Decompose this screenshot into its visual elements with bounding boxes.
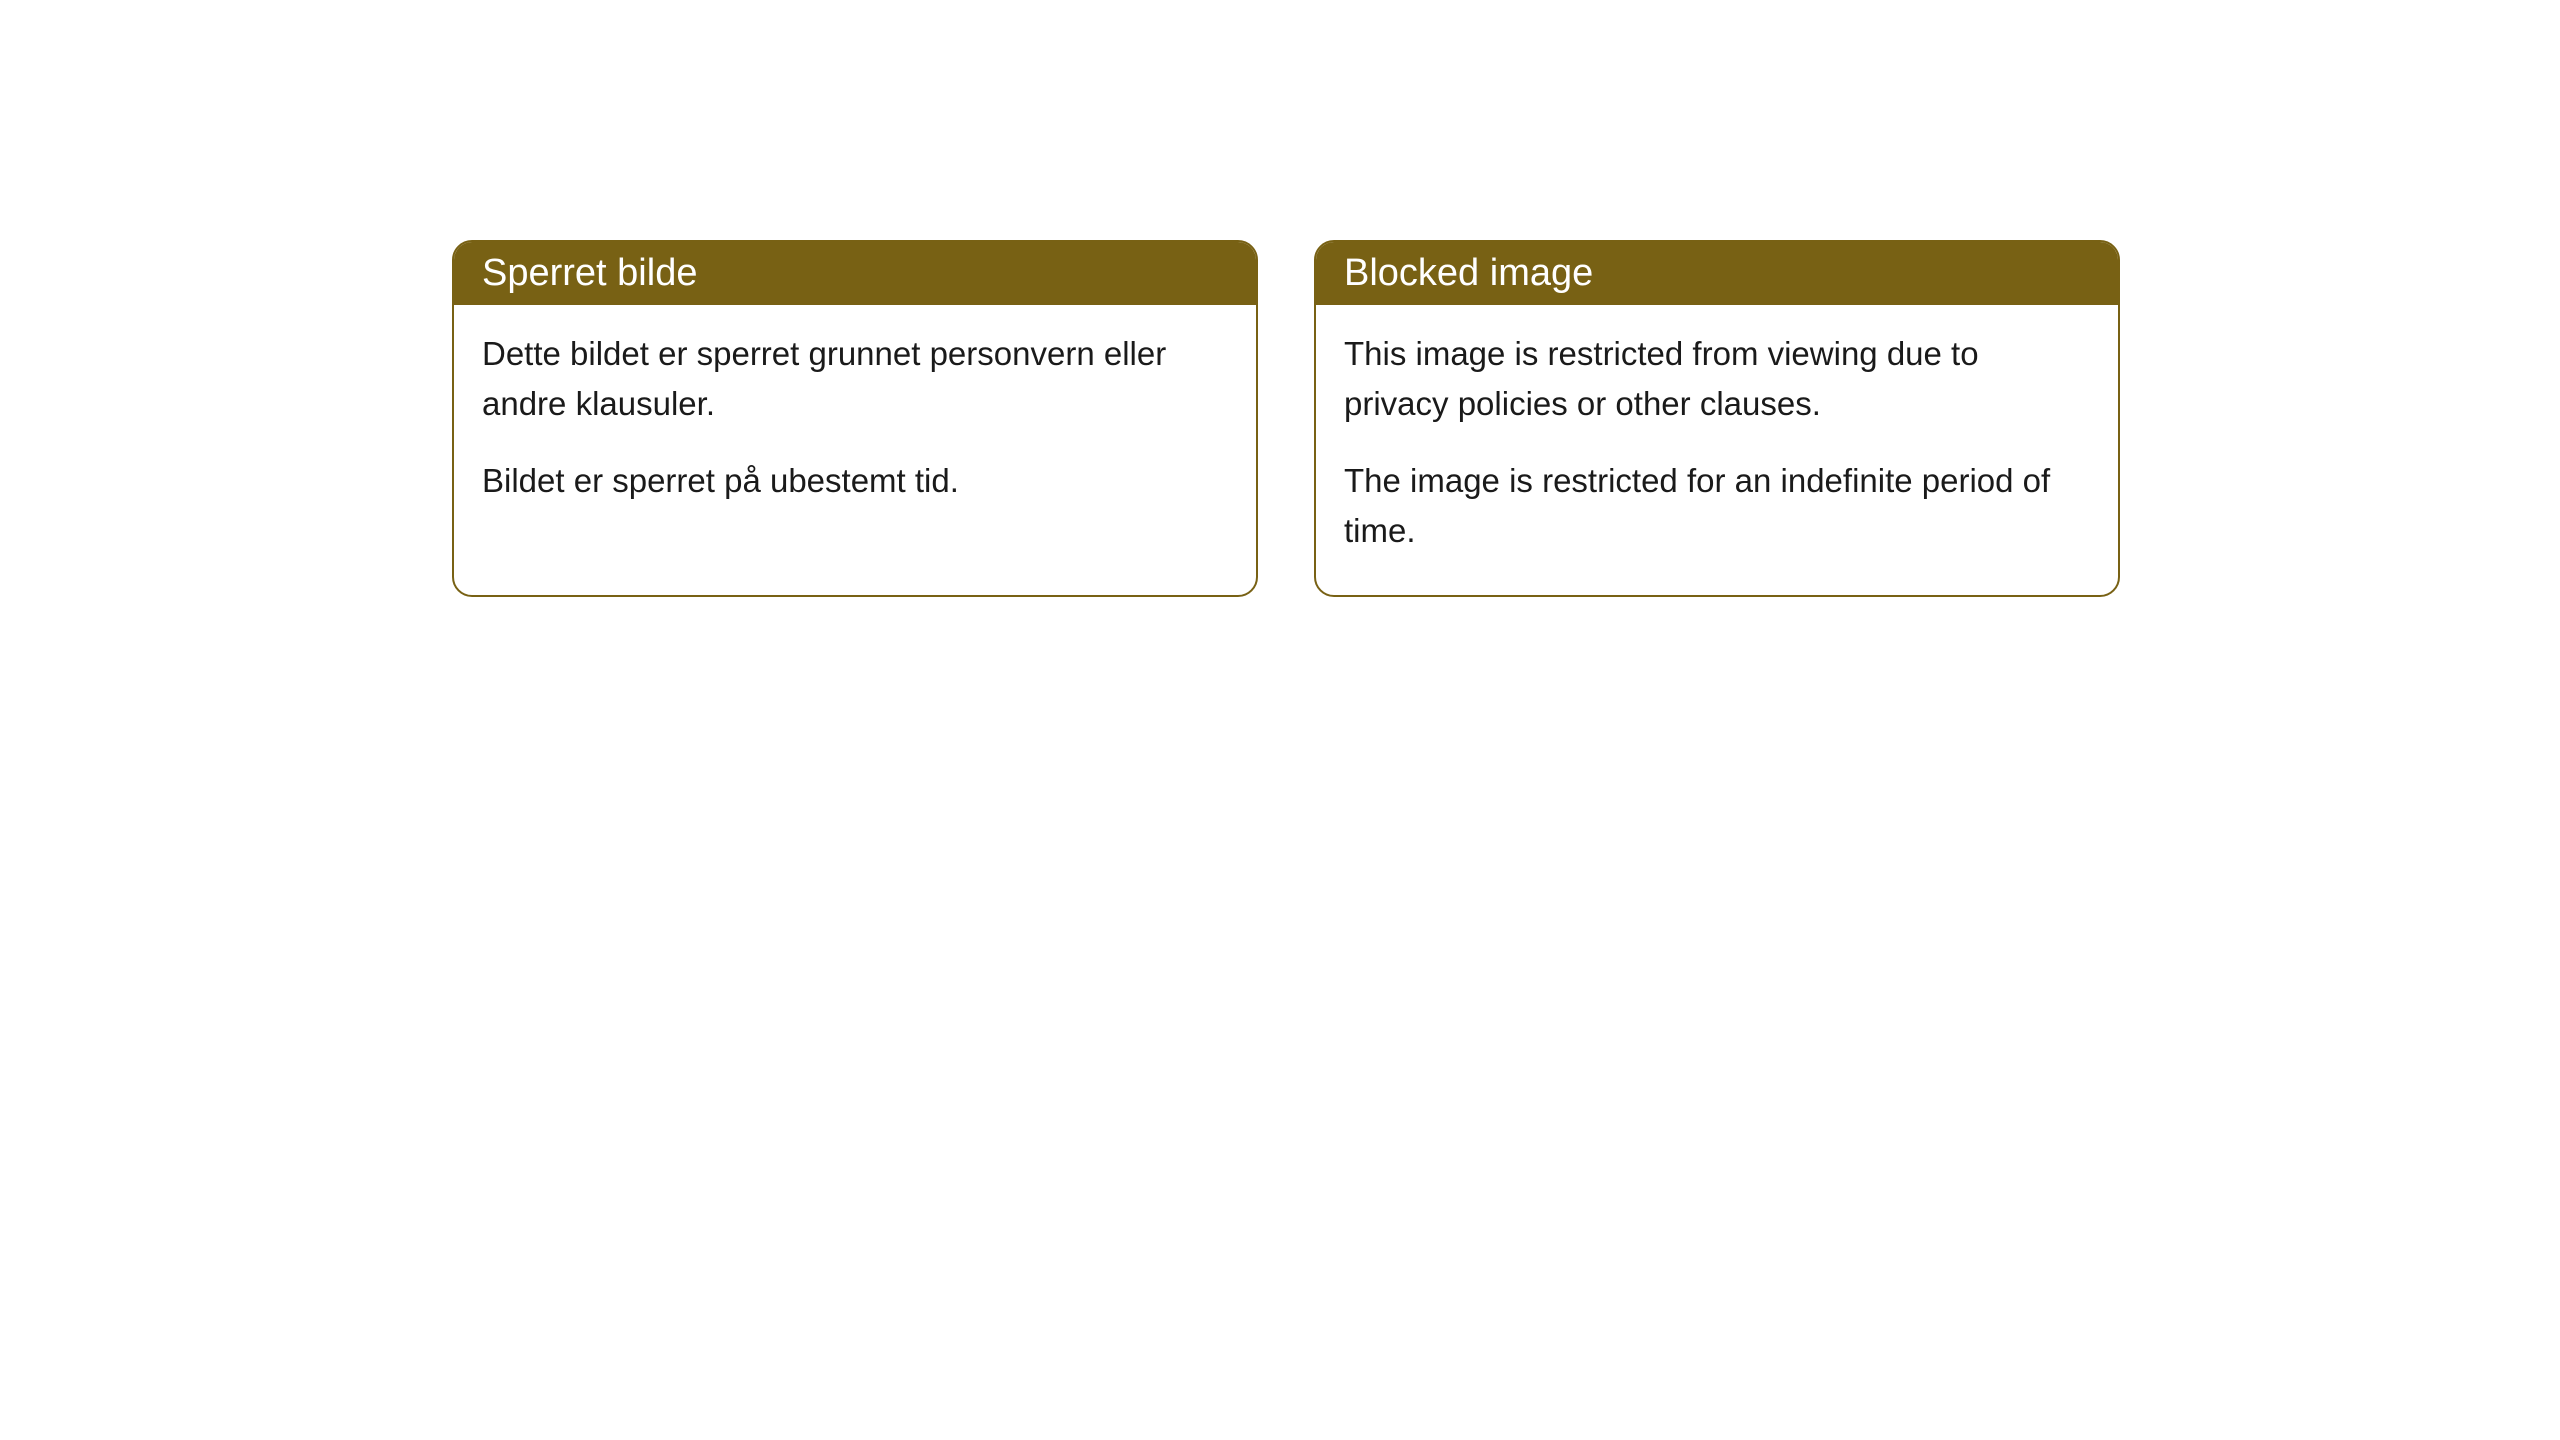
card-paragraph: The image is restricted for an indefinit… <box>1344 456 2090 555</box>
notice-cards-container: Sperret bilde Dette bildet er sperret gr… <box>452 240 2120 597</box>
blocked-image-card-english: Blocked image This image is restricted f… <box>1314 240 2120 597</box>
card-paragraph: Bildet er sperret på ubestemt tid. <box>482 456 1228 506</box>
card-paragraph: This image is restricted from viewing du… <box>1344 329 2090 428</box>
card-header-norwegian: Sperret bilde <box>454 242 1256 305</box>
card-body-english: This image is restricted from viewing du… <box>1316 305 2118 595</box>
card-body-norwegian: Dette bildet er sperret grunnet personve… <box>454 305 1256 546</box>
card-header-english: Blocked image <box>1316 242 2118 305</box>
card-paragraph: Dette bildet er sperret grunnet personve… <box>482 329 1228 428</box>
blocked-image-card-norwegian: Sperret bilde Dette bildet er sperret gr… <box>452 240 1258 597</box>
